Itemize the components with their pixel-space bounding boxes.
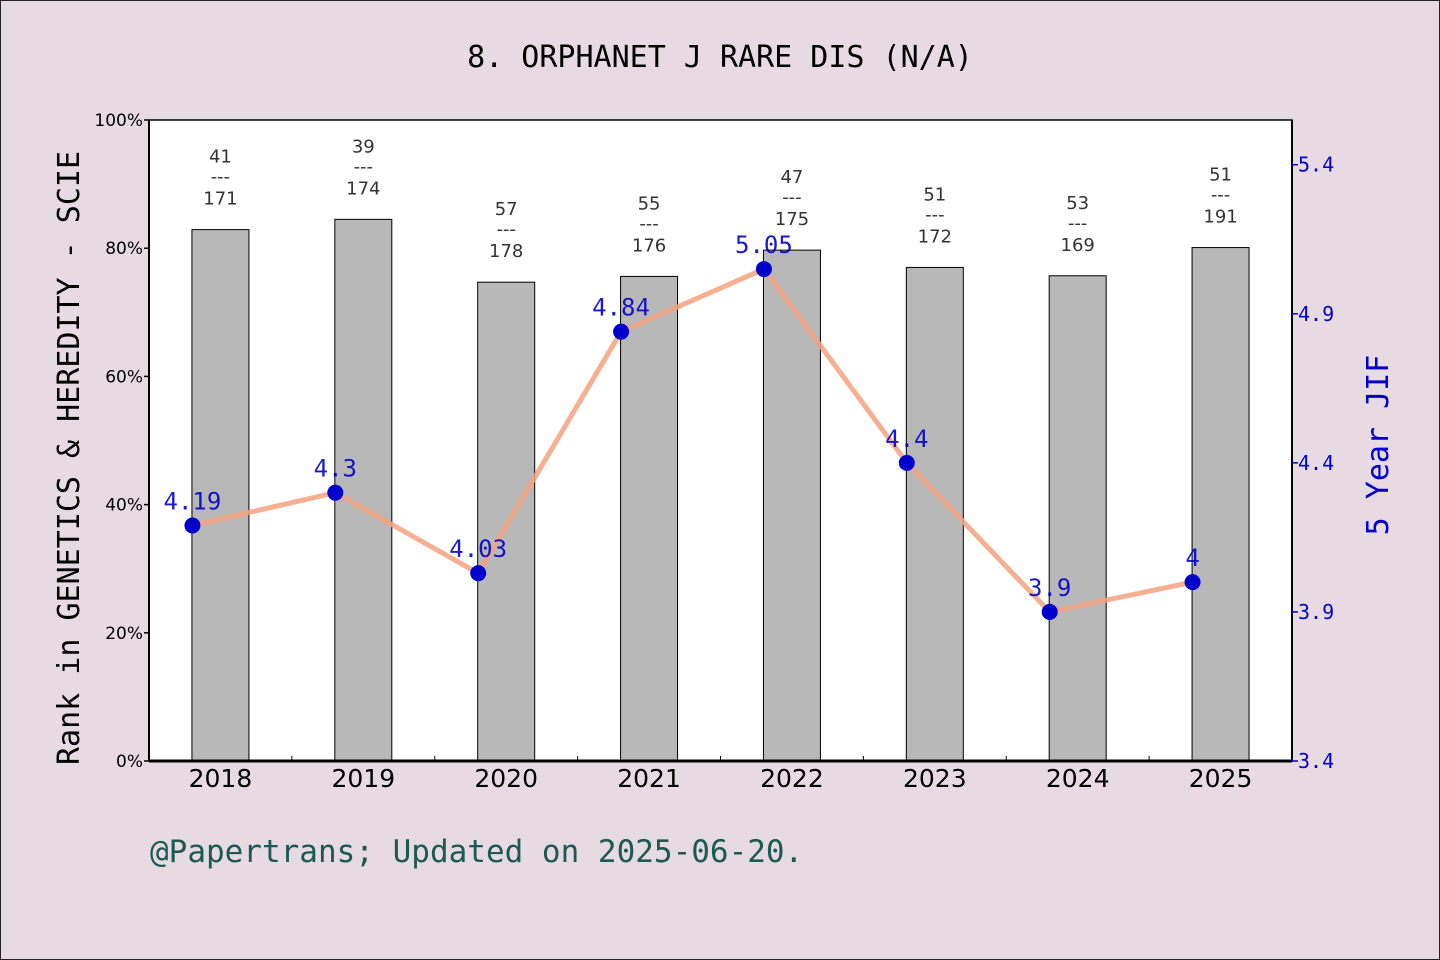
y2-tick-label: 4.9 xyxy=(1298,302,1334,326)
x-tick-label: 2019 xyxy=(332,764,396,793)
y-axis-label: Rank in GENETICS & HEREDITY - SCIE xyxy=(52,151,87,765)
bar-2022 xyxy=(762,249,821,762)
y2-tick-label: 3.9 xyxy=(1298,600,1334,624)
total-label: 178 xyxy=(489,241,523,262)
total-label: 171 xyxy=(203,189,237,210)
bar-2021 xyxy=(620,275,679,762)
y-tick-label: 80% xyxy=(105,239,143,259)
chart-title: 8. ORPHANET J RARE DIS (N/A) xyxy=(467,40,973,75)
jif-point xyxy=(1041,603,1058,620)
y-tick-label: 40% xyxy=(105,496,143,516)
rank-label: 53 xyxy=(1066,193,1089,214)
x-tick-label: 2024 xyxy=(1046,764,1110,793)
jif-line xyxy=(191,266,1194,615)
jif-point xyxy=(470,565,487,582)
jif-value-label: 4.3 xyxy=(314,455,357,483)
rank-separator: --- xyxy=(1068,213,1088,234)
total-label: 176 xyxy=(632,235,666,256)
bar-2018 xyxy=(191,229,250,762)
jif-point xyxy=(1184,574,1201,591)
rank-separator: --- xyxy=(925,204,945,225)
rank-separator: --- xyxy=(1211,185,1231,206)
rank-separator: --- xyxy=(496,219,516,240)
y-tick-label: 0% xyxy=(116,752,143,772)
rank-label: 51 xyxy=(1209,165,1232,186)
jif-value-label: 3.9 xyxy=(1028,574,1071,602)
rank-separator: --- xyxy=(782,187,802,208)
y2-tick-label: 3.4 xyxy=(1298,749,1334,773)
jif-value-label: 4.84 xyxy=(592,294,650,322)
total-label: 175 xyxy=(775,209,809,230)
jif-value-label: 4.03 xyxy=(449,535,507,563)
total-label: 169 xyxy=(1061,235,1095,256)
y2-tick-label: 5.4 xyxy=(1298,153,1334,177)
y-tick-label: 60% xyxy=(105,367,143,387)
rank-label: 41 xyxy=(209,147,232,168)
y2-tick-label: 4.4 xyxy=(1298,451,1334,475)
x-tick-label: 2018 xyxy=(189,764,253,793)
rank-separator: --- xyxy=(211,167,231,188)
total-label: 174 xyxy=(346,178,380,199)
jif-value-label: 4 xyxy=(1185,544,1199,572)
rank-label: 39 xyxy=(352,136,375,157)
footer-text: @Papertrans; Updated on 2025-06-20. xyxy=(150,834,804,870)
total-label: 172 xyxy=(918,226,952,247)
bar-2019 xyxy=(334,218,393,762)
y-tick-label: 100% xyxy=(94,111,143,131)
rank-label: 55 xyxy=(638,193,661,214)
jif-point xyxy=(327,484,344,501)
plot-area xyxy=(149,120,1292,761)
y-tick-label: 20% xyxy=(105,624,143,644)
rank-label: 57 xyxy=(495,199,518,220)
jif-point xyxy=(755,261,772,278)
jif-value-label: 4.4 xyxy=(885,425,928,453)
x-tick-label: 2021 xyxy=(617,764,681,793)
x-tick-label: 2020 xyxy=(474,764,538,793)
x-tick-label: 2023 xyxy=(903,764,967,793)
rank-separator: --- xyxy=(639,213,659,234)
jif-point xyxy=(898,454,915,471)
bar-2025 xyxy=(1191,247,1250,762)
bar-2024 xyxy=(1048,275,1107,762)
rank-label: 51 xyxy=(923,184,946,205)
rank-separator: --- xyxy=(354,156,374,177)
y2-axis-label: 5 Year JIF xyxy=(1361,355,1396,536)
jif-value-label: 5.05 xyxy=(735,231,793,259)
jif-value-label: 4.19 xyxy=(164,487,222,515)
x-tick-label: 2022 xyxy=(760,764,824,793)
total-label: 191 xyxy=(1203,207,1237,228)
x-tick-label: 2025 xyxy=(1189,764,1253,793)
rank-label: 47 xyxy=(780,167,803,188)
jif-point xyxy=(184,517,201,534)
jif-point xyxy=(613,323,630,340)
